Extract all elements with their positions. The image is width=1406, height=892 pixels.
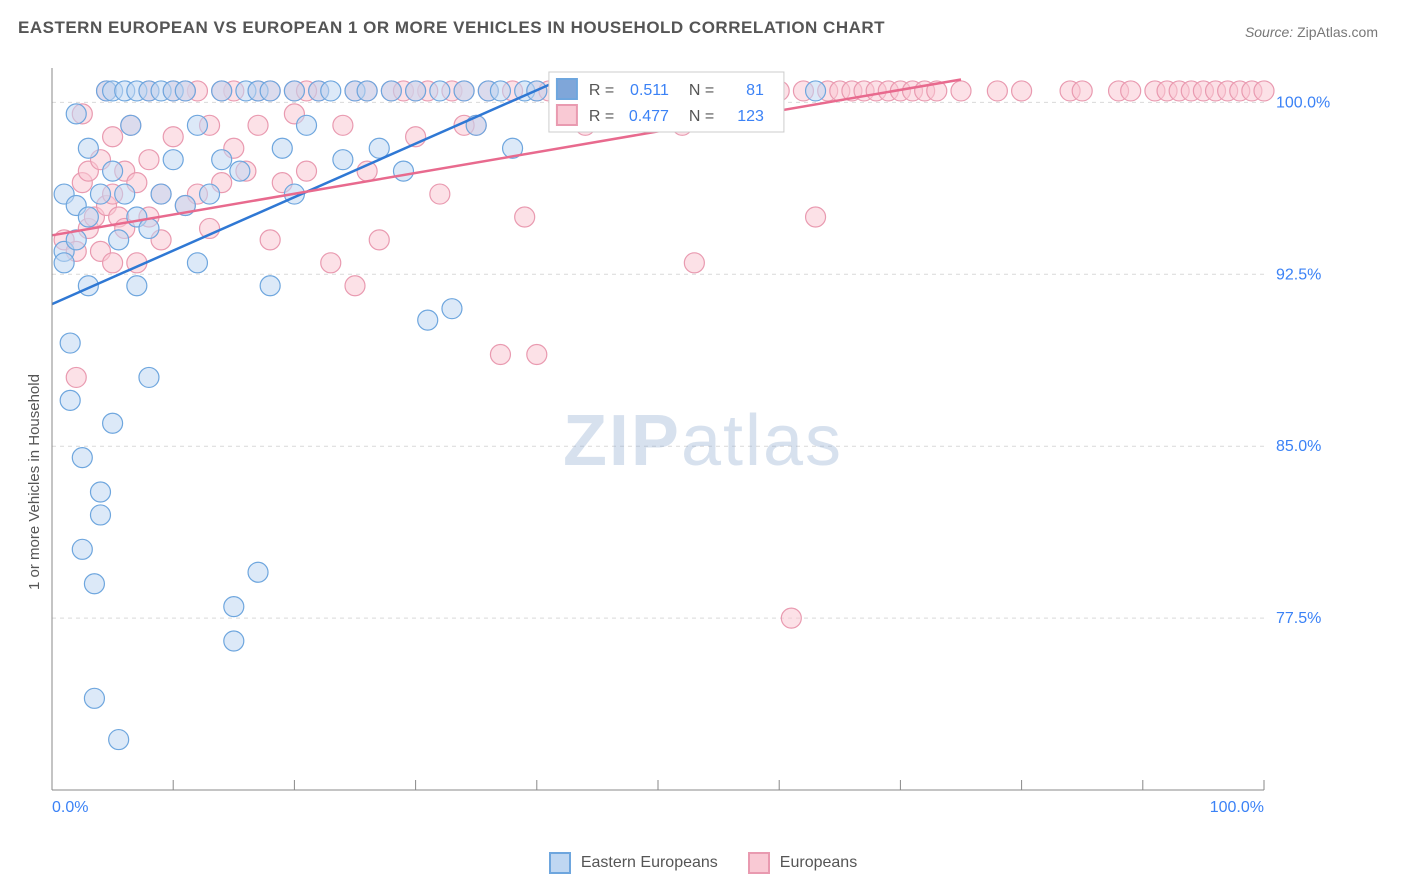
svg-text:N =: N = [689,108,714,125]
svg-text:100.0%: 100.0% [1210,799,1264,816]
source-attribution: Source: ZipAtlas.com [1245,24,1378,40]
scatter-plot: 77.5% 85.0% 92.5% 100.0% 0.0% 100.0% R = 0.511 N… [44,60,1354,820]
bottom-legend: Eastern Europeans Europeans [0,852,1406,874]
legend-label-pink: Europeans [780,854,857,872]
source-label: Source: [1245,24,1293,40]
svg-text:R =: R = [589,108,614,125]
svg-text:0.477: 0.477 [629,108,669,125]
source-value: ZipAtlas.com [1297,24,1378,40]
chart-title: EASTERN EUROPEAN VS EUROPEAN 1 OR MORE V… [18,18,885,38]
svg-text:92.5%: 92.5% [1276,266,1321,283]
svg-text:0.0%: 0.0% [52,799,88,816]
svg-text:85.0%: 85.0% [1276,438,1321,455]
legend-swatch-pink [748,852,770,874]
svg-text:81: 81 [746,82,764,99]
y-axis-label: 1 or more Vehicles in Household [26,374,43,590]
legend-swatch-blue [549,852,571,874]
legend-item-blue: Eastern Europeans [549,852,718,874]
svg-text:100.0%: 100.0% [1276,94,1330,111]
svg-text:R =: R = [589,82,614,99]
svg-text:N =: N = [689,82,714,99]
svg-text:123: 123 [737,108,764,125]
svg-text:0.511: 0.511 [630,82,669,99]
svg-text:77.5%: 77.5% [1276,610,1321,627]
chart-svg: 77.5% 85.0% 92.5% 100.0% 0.0% 100.0% R = 0.511 N… [44,60,1354,820]
legend-label-blue: Eastern Europeans [581,854,718,872]
legend-item-pink: Europeans [748,852,857,874]
